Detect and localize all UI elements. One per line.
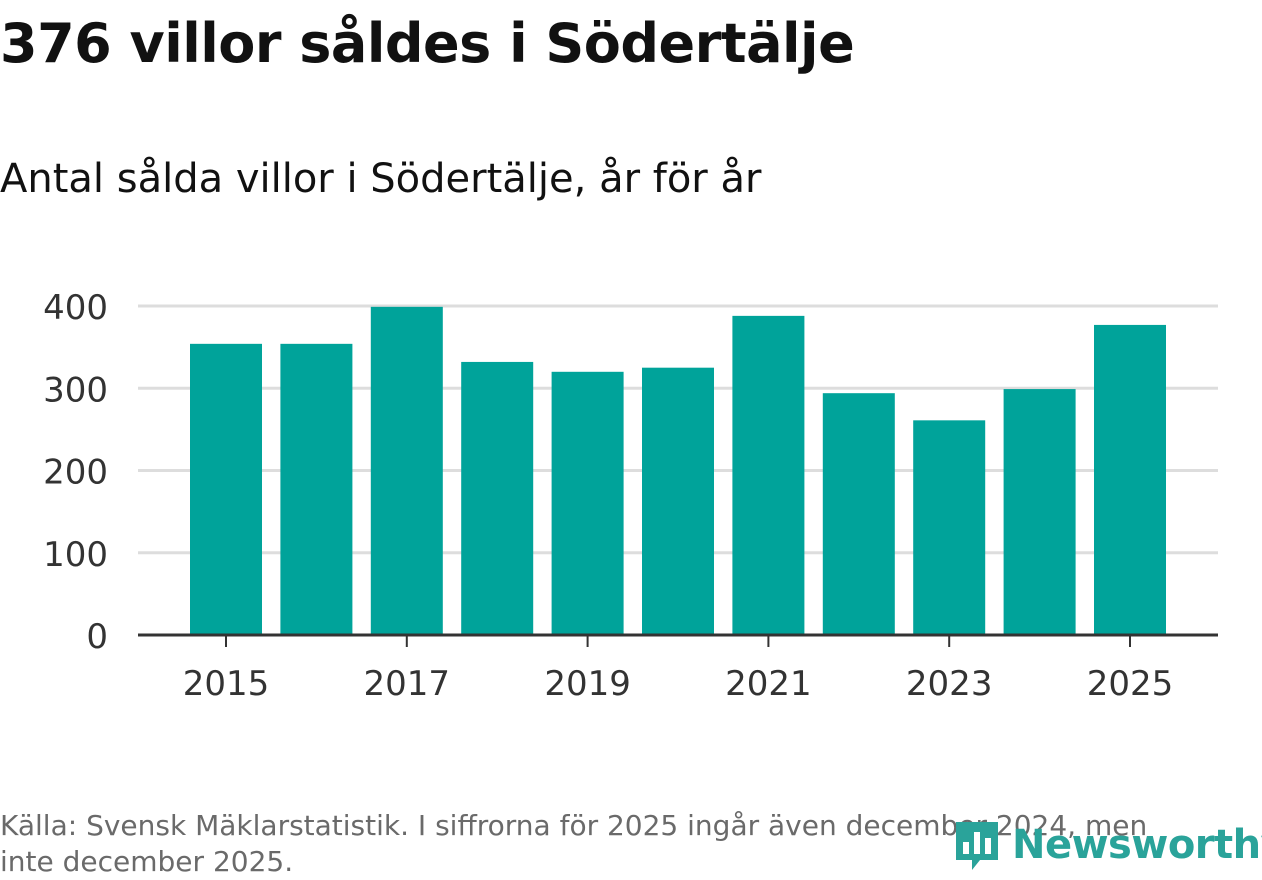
- bar-2020: [642, 367, 714, 635]
- x-tick-label: 2021: [725, 664, 812, 704]
- bar-2016: [280, 343, 353, 635]
- bar-2021: [732, 315, 805, 635]
- chart-title: 376 villor såldes i Södertälje: [0, 12, 855, 75]
- x-tick-label: 2025: [1087, 664, 1174, 704]
- bar-2019: [551, 371, 624, 635]
- x-tick-label: 2023: [906, 664, 993, 704]
- bar-2018: [461, 361, 534, 635]
- x-tick-label: 2019: [544, 664, 631, 704]
- y-tick-label: 100: [43, 535, 108, 575]
- newsworthy-logo-icon: [956, 822, 998, 870]
- y-tick-label: 0: [86, 617, 108, 657]
- bar-2025: [1094, 324, 1166, 635]
- x-tick-label: 2015: [183, 664, 270, 704]
- bar-2017: [370, 306, 443, 635]
- bar-chart: 0 100 200 300 400 2015 2017 2019 2021 2023 2025: [43, 288, 1218, 704]
- chart-subtitle: Antal sålda villor i Södertälje, år för …: [0, 156, 762, 202]
- newsworthy-logo-text: Newsworthy: [1012, 822, 1262, 868]
- bars: [190, 306, 1166, 635]
- axes: 0 100 200 300 400 2015 2017 2019 2021 2023 2025: [43, 288, 1218, 704]
- x-tick-label: 2017: [364, 664, 451, 704]
- bar-2024: [1003, 389, 1076, 635]
- newsworthy-logo: Newsworthy: [950, 818, 1262, 872]
- bar-2022: [822, 393, 895, 635]
- y-tick-label: 200: [43, 453, 108, 493]
- bar-2023: [913, 420, 986, 635]
- y-tick-label: 400: [43, 288, 108, 328]
- bar-2015: [190, 343, 262, 635]
- y-tick-label: 300: [43, 370, 108, 410]
